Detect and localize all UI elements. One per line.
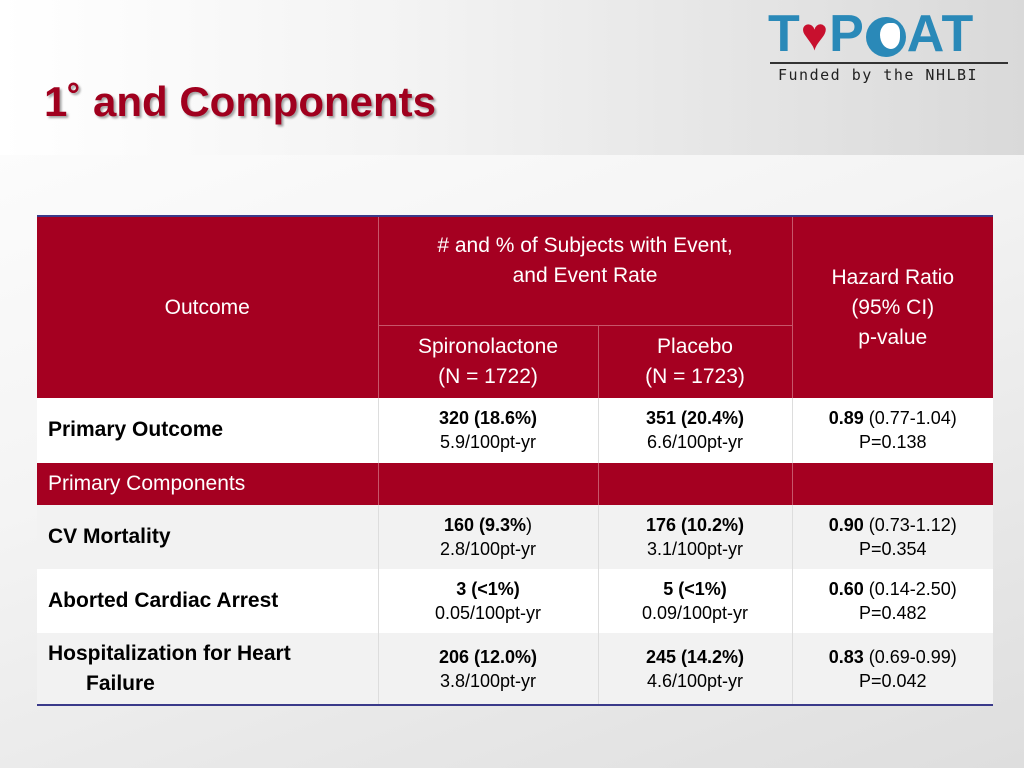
row-label: CV Mortality — [37, 505, 379, 569]
header-event-group: # and % of Subjects with Event, and Even… — [378, 215, 793, 326]
spiro-count: 160 (9.3% — [443, 515, 527, 535]
table-row-primary-outcome: Primary Outcome 320 (18.6%) 5.9/100pt-yr… — [37, 398, 993, 462]
hr-cell: 0.83 (0.69-0.99) P=0.042 — [792, 633, 993, 706]
header-spiro-line1: Spironolactone — [417, 335, 559, 358]
results-table: Outcome # and % of Subjects with Event, … — [37, 215, 993, 706]
hazard-ratio: 0.83 — [828, 646, 864, 667]
section-empty-cell — [792, 461, 993, 505]
spiro-cell: 206 (12.0%) 3.8/100pt-yr — [378, 633, 599, 706]
confidence-interval: (0.69-0.99) — [868, 646, 957, 667]
globe-icon — [865, 17, 906, 58]
header-event-group-line1: # and % of Subjects with Event, — [437, 234, 733, 257]
p-value: P=0.138 — [858, 431, 927, 452]
placebo-rate: 0.09/100pt-yr — [641, 603, 749, 623]
logo-letters-left: T — [768, 5, 801, 63]
spiro-count-tail: ) — [526, 515, 533, 535]
hazard-ratio: 0.60 — [828, 579, 864, 599]
header-placebo-line2: (N = 1723) — [645, 365, 745, 388]
row-label: Primary Outcome — [37, 398, 379, 462]
header-spironolactone: Spironolactone (N = 1722) — [378, 325, 599, 398]
heart-icon: ♥ — [800, 8, 830, 60]
table-row-cv-mortality: CV Mortality 160 (9.3%) 2.8/100pt-yr 176… — [37, 505, 993, 569]
placebo-rate: 6.6/100pt-yr — [646, 431, 744, 452]
table-row-aborted-cardiac-arrest: Aborted Cardiac Arrest 3 (<1%) 0.05/100p… — [37, 569, 993, 633]
section-label: Primary Components — [37, 461, 379, 505]
spiro-count: 3 (<1%) — [456, 579, 520, 599]
section-row-primary-components: Primary Components — [37, 461, 993, 505]
placebo-count: 5 (<1%) — [663, 579, 727, 599]
table-row-hospitalization-heart-failure: Hospitalization for Heart Failure 206 (1… — [37, 633, 993, 706]
spiro-count: 320 (18.6%) — [438, 407, 538, 428]
placebo-count: 351 (20.4%) — [645, 407, 745, 428]
row-label-line2: Failure — [86, 671, 155, 695]
section-empty-cell — [598, 461, 793, 505]
header-placebo: Placebo (N = 1723) — [598, 325, 793, 398]
topcat-logo: T♥P AT Funded by the NHLBI — [764, 6, 1014, 86]
hr-cell: 0.89 (0.77-1.04) P=0.138 — [792, 398, 993, 462]
row-label: Aborted Cardiac Arrest — [37, 569, 379, 633]
header-hr-line1: Hazard Ratio — [831, 265, 955, 289]
header-hazard-ratio: Hazard Ratio (95% CI) p-value — [792, 215, 993, 398]
spiro-cell: 3 (<1%) 0.05/100pt-yr — [378, 569, 599, 633]
logo-divider — [770, 62, 1008, 64]
placebo-rate: 3.1/100pt-yr — [646, 539, 744, 559]
hr-cell: 0.60 (0.14-2.50) P=0.482 — [792, 569, 993, 633]
placebo-count: 245 (14.2%) — [645, 646, 745, 667]
p-value: P=0.354 — [858, 539, 927, 559]
table-header-row-1: Outcome # and % of Subjects with Event, … — [37, 215, 993, 398]
row-label-line1: Hospitalization for Heart — [48, 641, 291, 665]
confidence-interval: (0.14-2.50) — [868, 579, 957, 599]
logo-subtitle: Funded by the NHLBI — [778, 66, 979, 84]
logo-wordmark: T♥P AT — [768, 6, 974, 62]
placebo-cell: 176 (10.2%) 3.1/100pt-yr — [598, 505, 793, 569]
confidence-interval: (0.77-1.04) — [868, 407, 957, 428]
confidence-interval: (0.73-1.12) — [868, 515, 957, 535]
placebo-cell: 5 (<1%) 0.09/100pt-yr — [598, 569, 793, 633]
section-empty-cell — [378, 461, 599, 505]
p-value: P=0.042 — [858, 670, 927, 691]
header-event-group-line2: and Event Rate — [512, 264, 658, 287]
hazard-ratio: 0.89 — [828, 407, 864, 428]
logo-letter-p: P — [829, 5, 865, 63]
placebo-count: 176 (10.2%) — [645, 515, 745, 535]
header-outcome-label: Outcome — [164, 295, 250, 319]
spiro-rate: 5.9/100pt-yr — [439, 431, 537, 452]
header-placebo-line1: Placebo — [657, 335, 733, 358]
spiro-rate: 3.8/100pt-yr — [439, 670, 537, 691]
header-hr-line3: p-value — [858, 325, 928, 349]
header-outcome: Outcome — [37, 215, 379, 398]
p-value: P=0.482 — [858, 603, 927, 623]
slide-title: 1˚ and Components — [44, 78, 437, 125]
table-header-row-2: Spironolactone (N = 1722) Placebo (N = 1… — [37, 325, 993, 398]
spiro-cell: 320 (18.6%) 5.9/100pt-yr — [378, 398, 599, 462]
row-label: Hospitalization for Heart Failure — [37, 633, 379, 706]
spiro-cell: 160 (9.3%) 2.8/100pt-yr — [378, 505, 599, 569]
placebo-cell: 245 (14.2%) 4.6/100pt-yr — [598, 633, 793, 706]
logo-letters-right: AT — [906, 5, 975, 63]
placebo-cell: 351 (20.4%) 6.6/100pt-yr — [598, 398, 793, 462]
hr-cell: 0.90 (0.73-1.12) P=0.354 — [792, 505, 993, 569]
placebo-rate: 4.6/100pt-yr — [646, 670, 744, 691]
header-hr-line2: (95% CI) — [851, 295, 935, 319]
spiro-rate: 2.8/100pt-yr — [439, 539, 537, 559]
spiro-count: 206 (12.0%) — [438, 646, 538, 667]
header-band — [0, 0, 1024, 155]
hazard-ratio: 0.90 — [828, 515, 864, 535]
header-spiro-line2: (N = 1722) — [438, 365, 538, 388]
spiro-rate: 0.05/100pt-yr — [434, 603, 542, 623]
